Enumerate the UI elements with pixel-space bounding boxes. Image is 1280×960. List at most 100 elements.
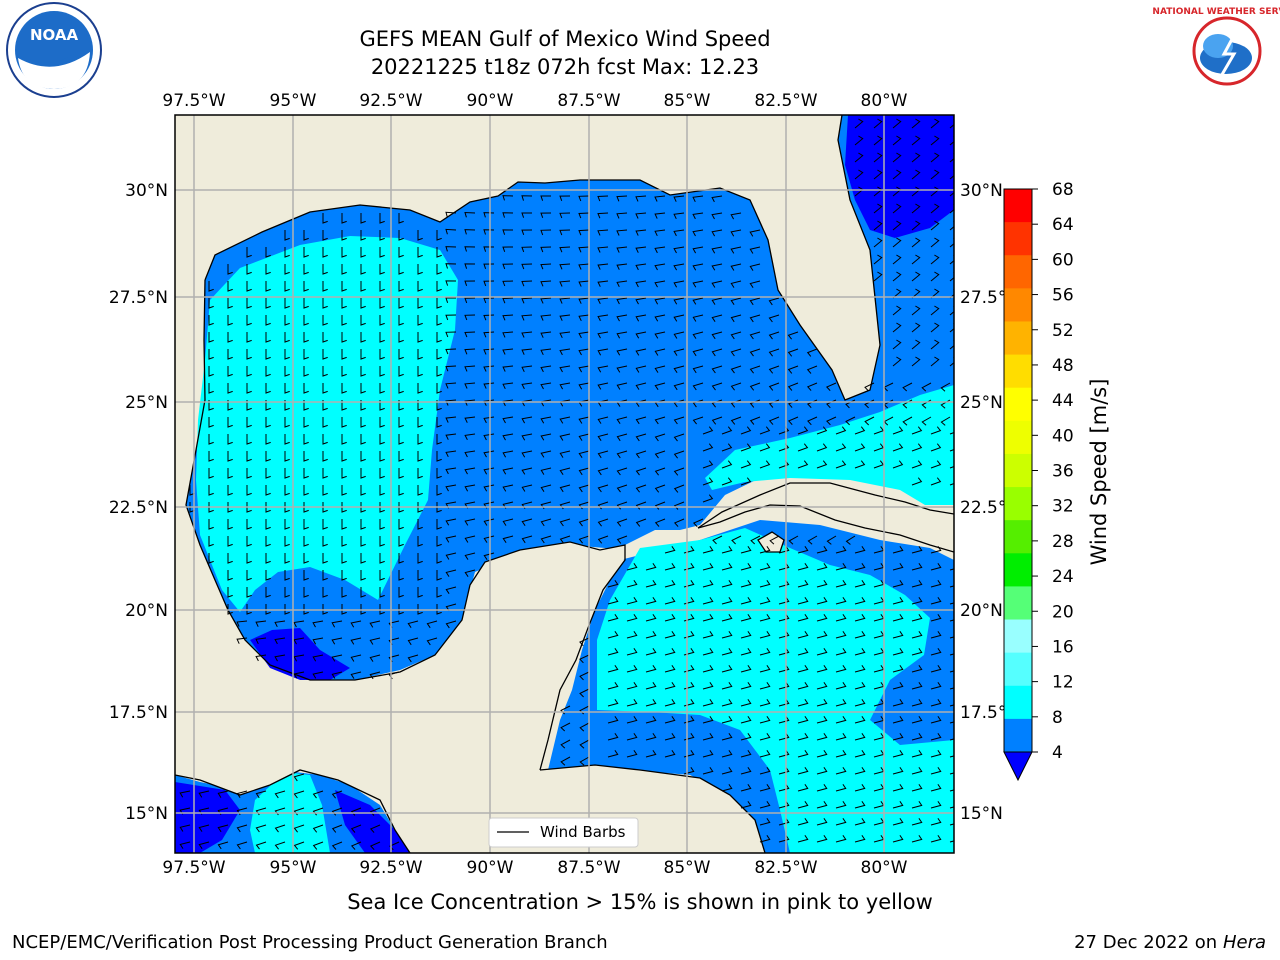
wind-barb <box>835 750 847 758</box>
wind-barb <box>360 349 366 360</box>
wind-barb <box>949 237 954 248</box>
wind-barb <box>502 348 514 355</box>
wind-barb <box>578 331 590 339</box>
wind-barb <box>892 203 902 214</box>
wind-barb <box>797 665 809 673</box>
wind-barb <box>303 281 309 292</box>
wind-barb <box>284 264 290 275</box>
colorbar-tick-label: 52 <box>1052 321 1074 341</box>
wind-barb <box>360 315 366 326</box>
wind-barb <box>559 246 571 253</box>
wind-barb <box>369 654 381 662</box>
wind-barb <box>322 281 328 292</box>
wind-barb <box>445 399 457 406</box>
wind-barb <box>417 434 423 445</box>
wind-barb <box>445 535 457 543</box>
colorbar-segment <box>1004 288 1032 322</box>
wind-barb <box>360 434 366 445</box>
wind-barb <box>654 263 666 271</box>
wind-barb <box>284 553 290 564</box>
wind-barb <box>579 722 590 732</box>
wind-barb <box>521 314 533 321</box>
wind-barb <box>255 790 267 799</box>
wind-barb <box>854 118 864 129</box>
wind-barb <box>341 485 347 496</box>
wind-barb <box>635 195 647 202</box>
colorbar-segment <box>1004 387 1032 422</box>
wind-barb <box>797 835 809 843</box>
wind-barb <box>303 247 309 258</box>
colorbar-segment <box>1004 586 1032 621</box>
wind-barb <box>892 699 904 707</box>
wind-barb <box>502 280 514 287</box>
wind-barb <box>797 631 809 639</box>
wind-barb <box>911 614 923 622</box>
lat-label-right: 15°N <box>960 804 1003 824</box>
wind-barb <box>892 563 904 571</box>
wind-barb <box>730 246 742 254</box>
wind-barb <box>341 264 347 275</box>
wind-barb <box>759 648 771 656</box>
colorbar-segment <box>1004 354 1032 389</box>
chart-title: GEFS MEAN Gulf of Mexico Wind Speed <box>359 27 771 51</box>
wind-barb <box>816 614 828 622</box>
wind-barb <box>626 716 638 724</box>
wind-barb <box>892 169 902 180</box>
wind-barb <box>464 569 476 577</box>
wind-barb <box>398 570 404 581</box>
wind-barb <box>331 654 343 662</box>
wind-barb <box>303 230 309 241</box>
wind-barb <box>227 264 233 275</box>
lat-label-left: 20°N <box>125 601 168 621</box>
wind-barb <box>322 383 328 394</box>
wind-barb <box>464 348 476 355</box>
wind-barb <box>892 767 904 775</box>
wind-barb <box>436 587 442 598</box>
wind-barb <box>730 382 742 391</box>
wind-barb <box>949 602 954 605</box>
wind-barb <box>949 118 954 129</box>
wind-barb <box>578 195 590 202</box>
wind-barb <box>949 687 954 690</box>
wind-barb <box>246 485 252 496</box>
wind-barb <box>749 246 761 254</box>
wind-barb <box>759 699 771 707</box>
wind-barb <box>331 807 343 816</box>
wind-barb <box>578 518 590 527</box>
wind-barb <box>312 807 324 816</box>
wind-barb <box>635 518 647 527</box>
wind-barb <box>398 366 404 377</box>
wind-barb <box>616 467 628 476</box>
wind-barb <box>322 553 328 564</box>
wind-barb <box>521 280 533 287</box>
wind-barb <box>797 648 809 656</box>
wind-barb <box>540 535 552 544</box>
wind-barb <box>892 254 902 265</box>
wind-barb <box>293 807 305 816</box>
wind-barb <box>635 263 647 271</box>
wind-barb <box>911 631 923 639</box>
wind-barb <box>816 733 828 741</box>
wind-barb <box>730 348 742 357</box>
wind-barb <box>208 383 214 394</box>
wind-barb <box>749 280 761 288</box>
wind-barb <box>911 750 923 758</box>
wind-barb <box>578 229 590 236</box>
wind-barb <box>284 247 290 258</box>
wind-barb <box>521 518 533 526</box>
wind-barb <box>626 631 638 639</box>
wind-barb <box>664 665 676 673</box>
wind-barb <box>540 348 552 356</box>
wind-barb <box>873 220 883 231</box>
wind-barb <box>607 597 619 605</box>
wind-barb <box>645 614 657 622</box>
wind-barb <box>892 118 902 129</box>
wind-barb <box>616 195 628 202</box>
wind-barb <box>312 620 324 628</box>
wind-barb <box>597 382 609 390</box>
wind-barb <box>673 365 685 373</box>
wind-barb <box>559 382 571 390</box>
wind-barb <box>265 383 271 394</box>
wind-barb <box>445 518 457 526</box>
wind-barb <box>436 366 442 377</box>
